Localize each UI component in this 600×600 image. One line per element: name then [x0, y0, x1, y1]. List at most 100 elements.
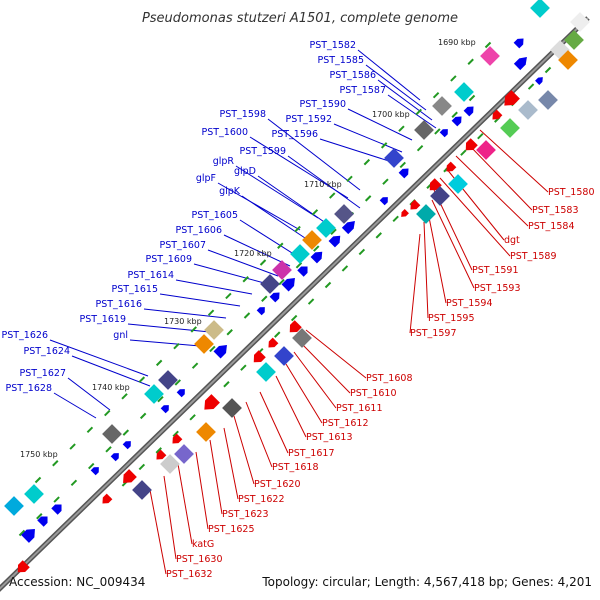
tick-mark: [36, 513, 43, 520]
tick-mark: [223, 381, 230, 388]
upper-label-leader: [49, 339, 149, 377]
upper-gene-label: PST_1586: [330, 70, 377, 81]
upper-label-leader: [217, 182, 301, 231]
tick-mark: [364, 195, 372, 202]
gene-box: [448, 174, 468, 194]
upper-label-leader: [71, 355, 151, 387]
lower-gene-label: PST_1584: [528, 221, 575, 232]
gene-arrow: [122, 441, 131, 450]
tick-mark: [259, 259, 267, 266]
gene-box: [102, 424, 122, 444]
gene-box: [144, 384, 164, 404]
upper-gene-label: PST_1605: [192, 210, 239, 221]
gene-box: [4, 496, 24, 516]
lower-gene-label: PST_1630: [176, 554, 223, 565]
lower-label-leader: [467, 143, 533, 211]
gene-box: [160, 454, 180, 474]
tick-mark: [415, 108, 422, 116]
gene-arrow: [513, 57, 527, 71]
tick-mark: [53, 496, 60, 503]
lower-label-leader: [305, 329, 367, 379]
upper-label-leader: [159, 293, 241, 307]
tick-mark: [358, 248, 366, 256]
lower-gene-label: PST_1583: [532, 205, 579, 216]
lower-gene-label: dgt: [504, 235, 520, 246]
accession-text: Accession: NC_009434: [9, 575, 145, 589]
upper-gene-label: PST_1616: [96, 299, 143, 310]
kbp-marker: 1720 kbp: [234, 249, 272, 258]
gene-arrow: [410, 199, 421, 210]
tick-mark: [243, 312, 251, 319]
gene-arrow: [504, 90, 520, 106]
lower-label-leader: [455, 155, 529, 227]
tick-mark: [324, 281, 332, 289]
upper-label-leader: [235, 165, 319, 219]
gene-arrow: [379, 197, 388, 206]
lower-label-leader: [149, 489, 167, 575]
tick-mark: [138, 376, 146, 383]
lower-label-leader: [293, 351, 337, 409]
gene-arrow: [463, 106, 474, 117]
genome-backbone: [0, 16, 590, 592]
tick-mark: [122, 429, 130, 436]
upper-label-leader: [257, 175, 331, 227]
upper-label-leader: [129, 339, 201, 347]
tick-mark: [69, 443, 76, 450]
lower-label-leader: [275, 375, 307, 438]
tick-mark: [155, 447, 162, 454]
gene-box: [430, 186, 450, 206]
upper-label-leader: [241, 195, 309, 241]
gene-arrow: [213, 345, 227, 359]
tick-mark: [209, 345, 216, 353]
lower-label-leader: [409, 233, 421, 334]
lower-gene-label: PST_1593: [474, 283, 521, 294]
tick-mark: [190, 326, 197, 333]
gene-box: [334, 204, 354, 224]
gene-box: [500, 118, 520, 138]
gene-arrow: [204, 394, 220, 410]
tick-mark: [240, 364, 247, 371]
tick-mark: [434, 128, 441, 135]
upper-gene-label: PST_1607: [160, 240, 207, 251]
upper-gene-label: PST_1582: [310, 40, 357, 51]
gene-arrow: [513, 38, 524, 49]
tick-mark: [121, 393, 128, 400]
tick-mark: [104, 409, 111, 417]
upper-gene-label: PST_1600: [202, 127, 249, 138]
upper-label-leader: [143, 308, 227, 319]
lower-gene-label: PST_1618: [272, 462, 319, 473]
upper-gene-label: PST_1609: [146, 254, 193, 265]
tick-mark: [451, 111, 458, 118]
lower-label-leader: [423, 221, 429, 319]
tick-mark: [307, 298, 315, 305]
tick-mark: [432, 91, 440, 99]
gene-arrow: [156, 449, 167, 460]
tick-mark: [294, 225, 301, 233]
gene-arrow: [281, 278, 295, 292]
tick-mark: [52, 460, 59, 467]
lower-gene-label: PST_1611: [336, 403, 383, 414]
lower-label-leader: [177, 463, 193, 545]
upper-gene-label: PST_1619: [80, 314, 127, 325]
tick-mark: [157, 395, 164, 403]
gene-arrow: [51, 504, 62, 515]
gene-box: [260, 274, 280, 294]
upper-label-leader: [175, 279, 253, 295]
lower-gene-label: PST_1580: [548, 187, 595, 198]
tick-mark: [34, 476, 42, 484]
gene-box: [316, 218, 336, 238]
tick-mark: [329, 192, 336, 199]
upper-label-leader: [347, 108, 413, 141]
upper-gene-label: PST_1628: [6, 383, 53, 394]
tick-mark: [172, 430, 179, 438]
gene-arrow: [310, 251, 323, 264]
upper-label-leader: [357, 49, 421, 101]
tick-mark: [261, 295, 268, 302]
gene-box: [454, 82, 474, 102]
tick-mark: [313, 245, 320, 252]
tick-mark: [346, 175, 353, 183]
lower-gene-label: katG: [192, 539, 214, 550]
lower-gene-label: PST_1594: [446, 298, 493, 309]
tick-mark: [191, 362, 199, 369]
lower-label-leader: [195, 451, 209, 530]
